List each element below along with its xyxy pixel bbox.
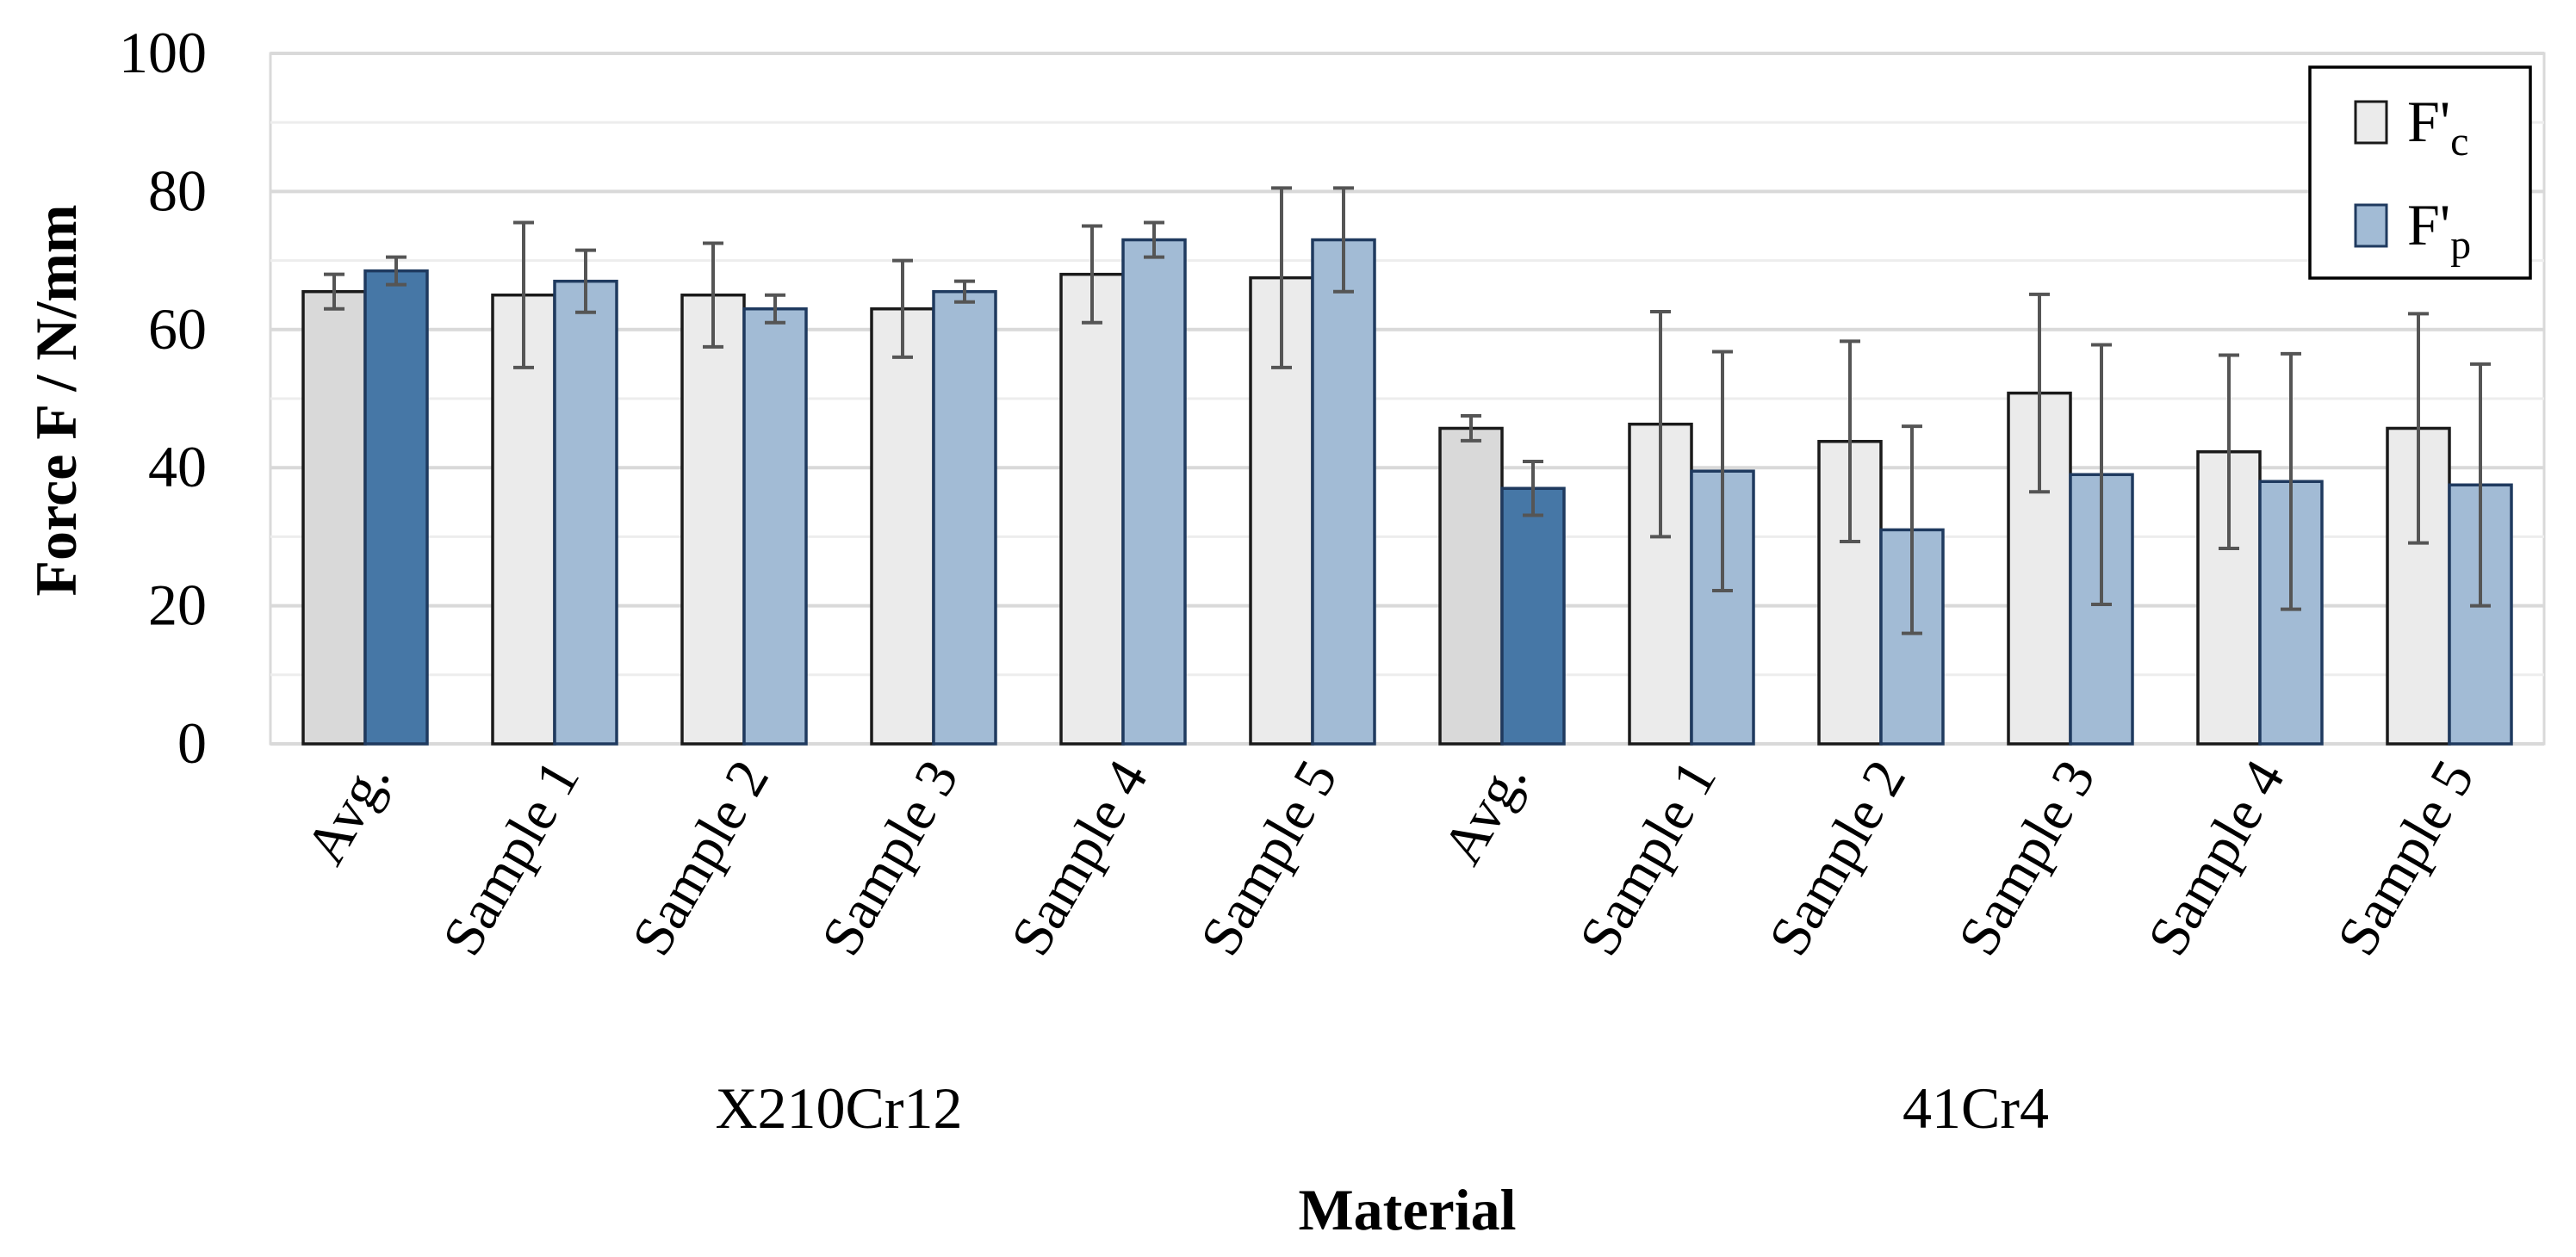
x-category-label: Sample 3 xyxy=(1946,750,2107,966)
error-bar xyxy=(2219,353,2239,551)
x-group-label: X210Cr12 xyxy=(715,1075,962,1141)
bar-fp xyxy=(1121,238,1187,746)
error-bar xyxy=(2029,292,2050,494)
error-bar xyxy=(1144,220,1164,259)
x-category-label: Sample 2 xyxy=(620,750,781,966)
error-bar xyxy=(2281,351,2301,611)
error-bars xyxy=(324,186,2491,635)
error-bar xyxy=(1333,186,1354,294)
bar-fp xyxy=(932,289,997,746)
x-category-label: Sample 1 xyxy=(431,750,592,966)
y-tick-label: 40 xyxy=(148,434,207,499)
error-bar xyxy=(703,241,723,349)
x-group-labels: X210Cr12 41Cr4 xyxy=(715,1075,2049,1141)
error-bar xyxy=(575,248,596,314)
error-bar xyxy=(2091,343,2112,606)
bar-fp xyxy=(1311,238,1376,746)
gridlines xyxy=(270,52,2544,746)
error-bar xyxy=(1082,224,1102,325)
x-category-label: Avg. xyxy=(1431,750,1539,875)
y-axis-title: Force F / N/mm xyxy=(23,204,89,596)
x-category-label: Sample 2 xyxy=(1757,750,1918,966)
x-group-label: 41Cr4 xyxy=(1903,1075,2049,1141)
bar-fp xyxy=(553,279,618,746)
bar-fp xyxy=(363,269,429,746)
error-bar xyxy=(2408,312,2429,545)
x-category-label: Sample 4 xyxy=(2136,750,2297,966)
x-category-label: Sample 4 xyxy=(999,750,1160,966)
y-tick-label: 0 xyxy=(177,710,207,776)
bar-fc xyxy=(301,289,367,746)
error-bar xyxy=(324,272,345,311)
error-bar xyxy=(1712,350,1733,592)
y-tick-label: 80 xyxy=(148,158,207,223)
legend: F'c F'p xyxy=(2308,65,2532,280)
x-category-label: Sample 1 xyxy=(1567,750,1729,966)
error-bar xyxy=(765,293,785,325)
x-category-label: Avg. xyxy=(294,750,402,875)
bar-fp xyxy=(1500,486,1566,746)
bar-fc xyxy=(1438,426,1504,746)
bar-fc xyxy=(870,307,935,746)
x-category-label: Sample 3 xyxy=(810,750,971,966)
bar-fc xyxy=(680,293,746,746)
x-axis-title: Material xyxy=(1299,1177,1517,1242)
legend-label-fc: F'c xyxy=(2407,89,2468,164)
error-bar xyxy=(1461,414,1481,443)
error-bar xyxy=(386,255,407,287)
error-bar xyxy=(892,258,913,359)
error-bar xyxy=(1271,186,1292,369)
legend-swatch-fc xyxy=(2354,100,2388,145)
y-tick-label: 100 xyxy=(119,20,207,85)
y-tick-label: 60 xyxy=(148,296,207,362)
error-bar xyxy=(954,279,975,304)
error-bar xyxy=(1902,424,1922,635)
x-category-labels: Avg. Sample 1 Sample 2 Sample 3 Sample 4 Samp… xyxy=(294,750,2486,966)
x-category-label: Sample 5 xyxy=(2325,750,2486,966)
legend-label-fp: F'p xyxy=(2407,192,2471,268)
y-tick-labels: 0 20 40 60 80 100 xyxy=(119,20,207,776)
bar-fp xyxy=(742,307,808,746)
legend-box xyxy=(2308,65,2532,280)
bar-fc xyxy=(1059,272,1125,746)
legend-swatch-fp xyxy=(2354,203,2388,248)
y-tick-label: 20 xyxy=(148,573,207,638)
error-bar xyxy=(2470,362,2491,608)
error-bar xyxy=(1650,309,1671,539)
x-category-label: Sample 5 xyxy=(1189,750,1350,966)
bar-fc xyxy=(491,293,556,746)
error-bar xyxy=(1523,459,1543,517)
error-bar xyxy=(1840,339,1860,544)
error-bar xyxy=(513,220,534,369)
